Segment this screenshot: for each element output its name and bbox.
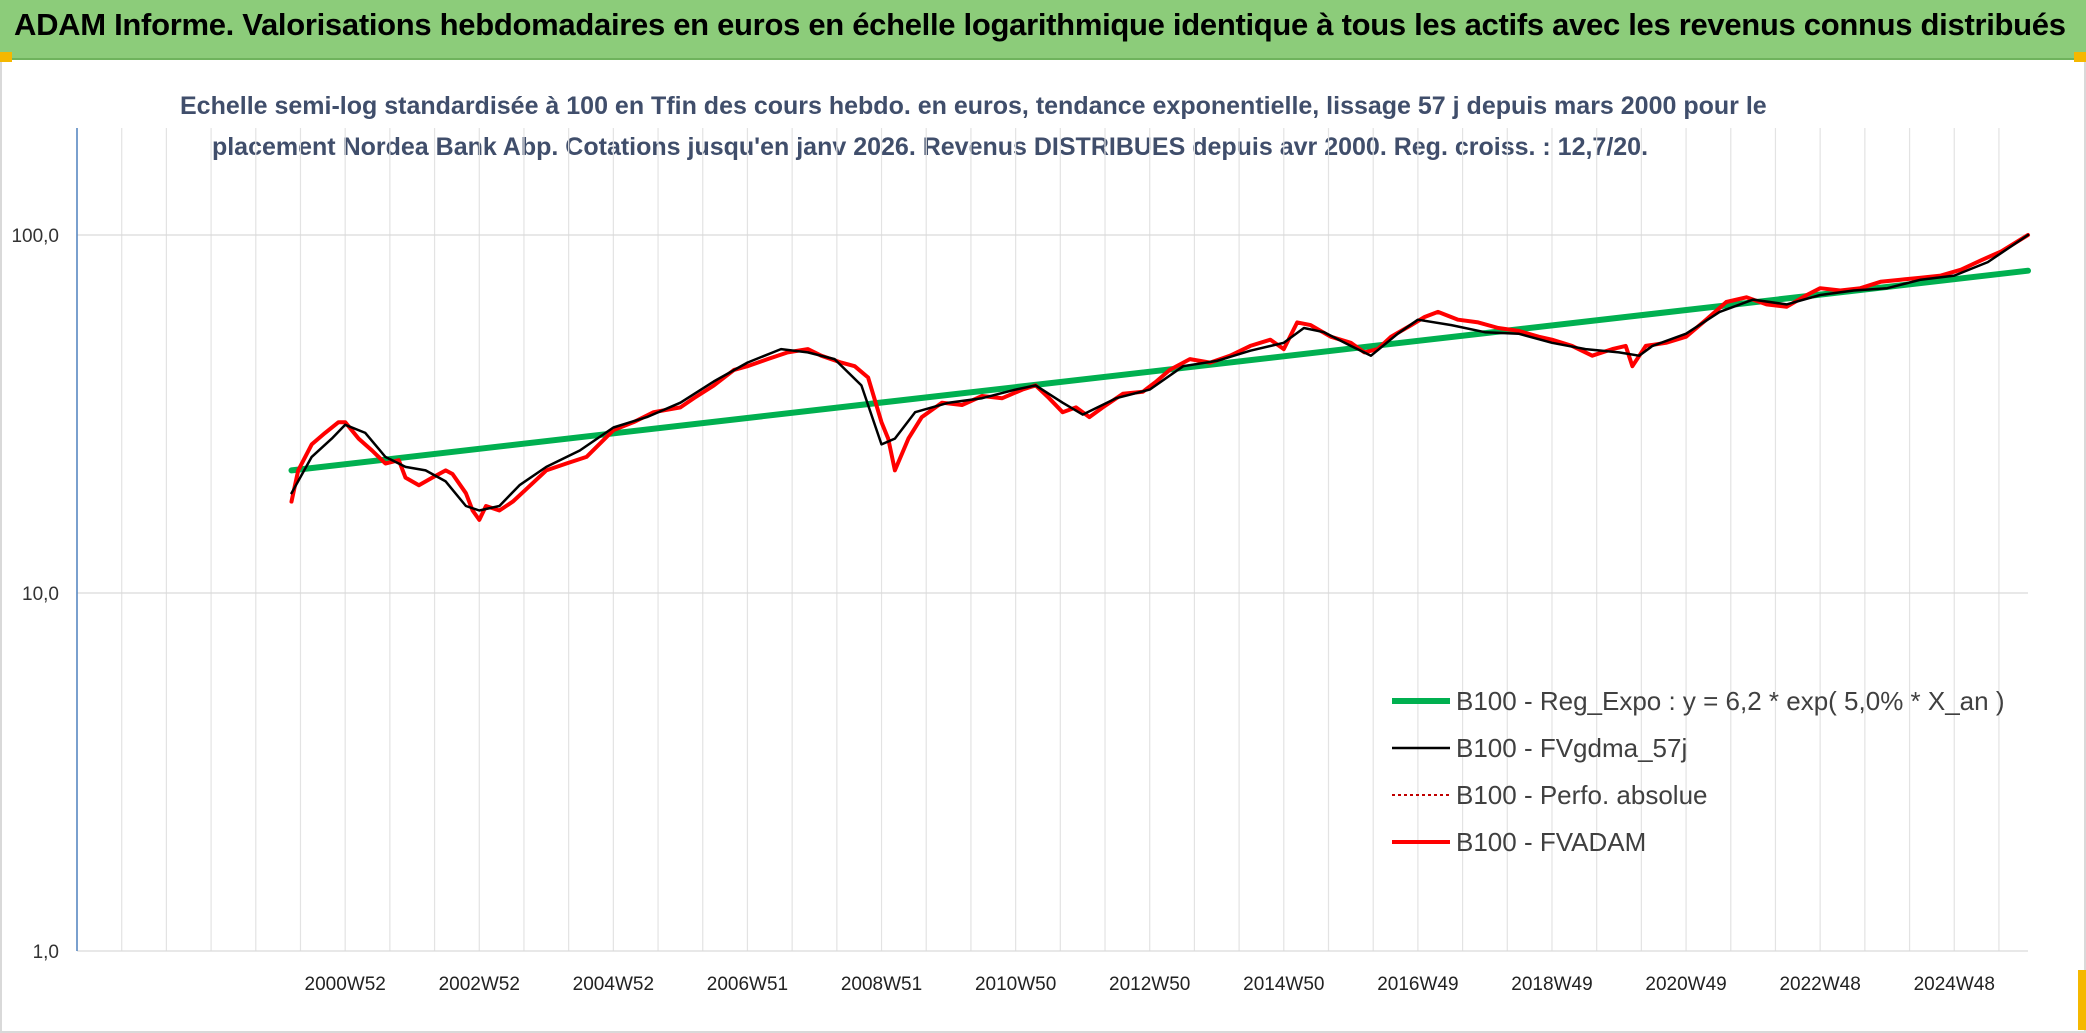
x-tick-label: 2000W52: [305, 974, 386, 995]
y-tick-label: 10,0: [22, 584, 59, 605]
chart-title-line2: placement Nordea Bank Abp. Cotations jus…: [211, 133, 1649, 161]
chart-title-line1: Echelle semi-log standardisée à 100 en T…: [180, 92, 1767, 120]
legend: B100 - Reg_Expo : y = 6,2 * exp( 5,0% * …: [1392, 686, 2005, 857]
grid-lines: [77, 128, 2028, 952]
corner-accent-left: [0, 52, 12, 62]
x-tick-label: 2022W48: [1779, 974, 1860, 995]
y-tick-label: 1,0: [33, 942, 59, 963]
x-tick-label: 2014W50: [1243, 974, 1324, 995]
legend-label-fvadam: B100 - FVADAM: [1456, 827, 1646, 857]
report-title: ADAM Informe. Valorisations hebdomadaire…: [14, 7, 2066, 42]
axes: 1,0 10,0 100,0 2000W52 2002W52 2004W52 2006W51…: [11, 128, 1995, 995]
x-tick-label: 2010W50: [975, 974, 1056, 995]
x-tick-label: 2012W50: [1109, 974, 1190, 995]
report-header: ADAM Informe. Valorisations hebdomadaire…: [0, 0, 2086, 60]
series-line-fvadam: [289, 233, 2030, 522]
legend-label-smoothed: B100 - FVgdma_57j: [1456, 733, 1687, 763]
x-tick-label: 2016W49: [1377, 974, 1458, 995]
corner-accent-right: [2074, 52, 2086, 62]
x-tick-label: 2020W49: [1645, 974, 1726, 995]
x-tick-label: 2018W49: [1511, 974, 1592, 995]
x-tick-label: 2024W48: [1914, 974, 1995, 995]
x-tick-label: 2004W52: [573, 974, 654, 995]
series-layer: [288, 233, 2031, 522]
chart-title: Echelle semi-log standardisée à 100 en T…: [180, 86, 1767, 168]
x-tick-label: 2006W51: [707, 974, 788, 995]
x-tick-label: 2002W52: [439, 974, 520, 995]
x-tick-label: 2008W51: [841, 974, 922, 995]
legend-label-regression: B100 - Reg_Expo : y = 6,2 * exp( 5,0% * …: [1456, 686, 2005, 716]
corner-accent-bottom-right: [2078, 970, 2086, 1030]
y-tick-label: 100,0: [11, 226, 59, 247]
series-line-smoothed: [290, 233, 2030, 512]
legend-label-perf: B100 - Perfo. absolue: [1456, 780, 1708, 810]
